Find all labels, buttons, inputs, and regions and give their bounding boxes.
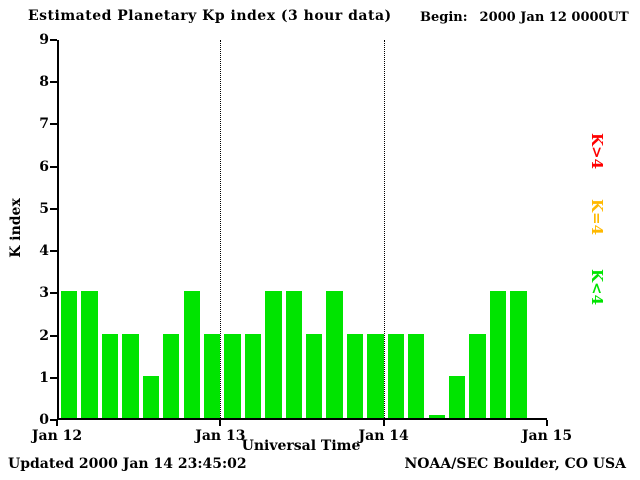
kp-bar: [142, 375, 160, 418]
x-axis-tick: [546, 420, 548, 426]
kp-bar: [122, 333, 139, 418]
begin-time: Begin: 2000 Jan 12 0000UT: [420, 10, 629, 25]
kp-bar: [489, 291, 507, 418]
y-axis-tick: [50, 165, 57, 168]
legend-k-gt-4: K>4: [588, 132, 606, 170]
kp-bar: [81, 291, 98, 418]
kp-bar: [367, 333, 384, 418]
updated-timestamp: Updated 2000 Jan 14 23:45:02: [8, 456, 247, 472]
y-axis-tick: [50, 207, 57, 210]
kp-bar: [346, 333, 364, 418]
kp-bar: [61, 291, 78, 418]
y-axis-tick-label: 4: [39, 243, 49, 260]
kp-bar: [224, 333, 241, 418]
kp-bar: [408, 333, 425, 418]
y-axis-tick-label: 9: [39, 32, 49, 48]
y-axis-tick-label: 0: [39, 412, 49, 428]
y-axis-tick-label: 7: [39, 116, 49, 133]
kp-bar: [244, 333, 262, 418]
y-axis-tick-label: 6: [39, 158, 49, 175]
kp-bar: [265, 291, 282, 418]
kp-bar: [469, 333, 486, 418]
x-axis-title: Universal Time: [241, 438, 361, 454]
plot-area: [57, 40, 547, 420]
y-axis-tick: [50, 123, 57, 126]
y-axis-tick: [50, 39, 57, 41]
x-axis-tick: [56, 420, 58, 426]
x-axis-tick-label: Jan 13: [195, 428, 246, 444]
legend-k-lt-4: K<4: [588, 268, 606, 306]
x-axis-tick: [382, 420, 385, 426]
legend-k-eq-4: K=4: [588, 198, 606, 236]
y-axis-tick: [50, 334, 57, 337]
kp-bar: [203, 333, 221, 418]
day-boundary-gridline: [220, 40, 222, 420]
kp-bar: [306, 333, 323, 418]
begin-value: 2000 Jan 12 0000UT: [479, 10, 629, 25]
y-axis-tick-label: 8: [39, 74, 49, 91]
y-axis-tick-label: 1: [39, 369, 49, 386]
day-boundary-gridline: [383, 40, 385, 420]
y-axis-tick: [50, 81, 57, 84]
x-axis-tick-label: Jan 15: [521, 428, 573, 444]
kp-bar: [428, 415, 445, 418]
y-axis-tick: [50, 250, 57, 253]
x-axis-tick: [219, 420, 222, 426]
begin-label: Begin:: [420, 10, 468, 25]
kp-bar: [101, 333, 119, 418]
chart-title: Estimated Planetary Kp index (3 hour dat…: [28, 8, 392, 24]
kp-bar: [183, 291, 200, 418]
y-axis-tick: [50, 376, 57, 379]
kp-bar: [387, 333, 405, 418]
y-axis-tick: [50, 292, 57, 295]
y-axis-tick-label: 3: [39, 285, 49, 302]
y-axis-tick-label: 5: [39, 200, 49, 217]
x-axis-tick-label: Jan 14: [358, 428, 409, 444]
kp-bar: [448, 375, 466, 418]
kp-bar: [285, 291, 302, 418]
x-axis-tick-label: Jan 12: [31, 428, 83, 444]
y-axis-title: K index: [8, 198, 24, 258]
kp-bar: [326, 291, 343, 418]
source-attribution: NOAA/SEC Boulder, CO USA: [404, 456, 627, 472]
y-axis-tick-label: 2: [39, 327, 49, 344]
y-axis-tick: [50, 419, 57, 421]
kp-bar: [163, 333, 180, 418]
kp-bar: [510, 291, 527, 418]
